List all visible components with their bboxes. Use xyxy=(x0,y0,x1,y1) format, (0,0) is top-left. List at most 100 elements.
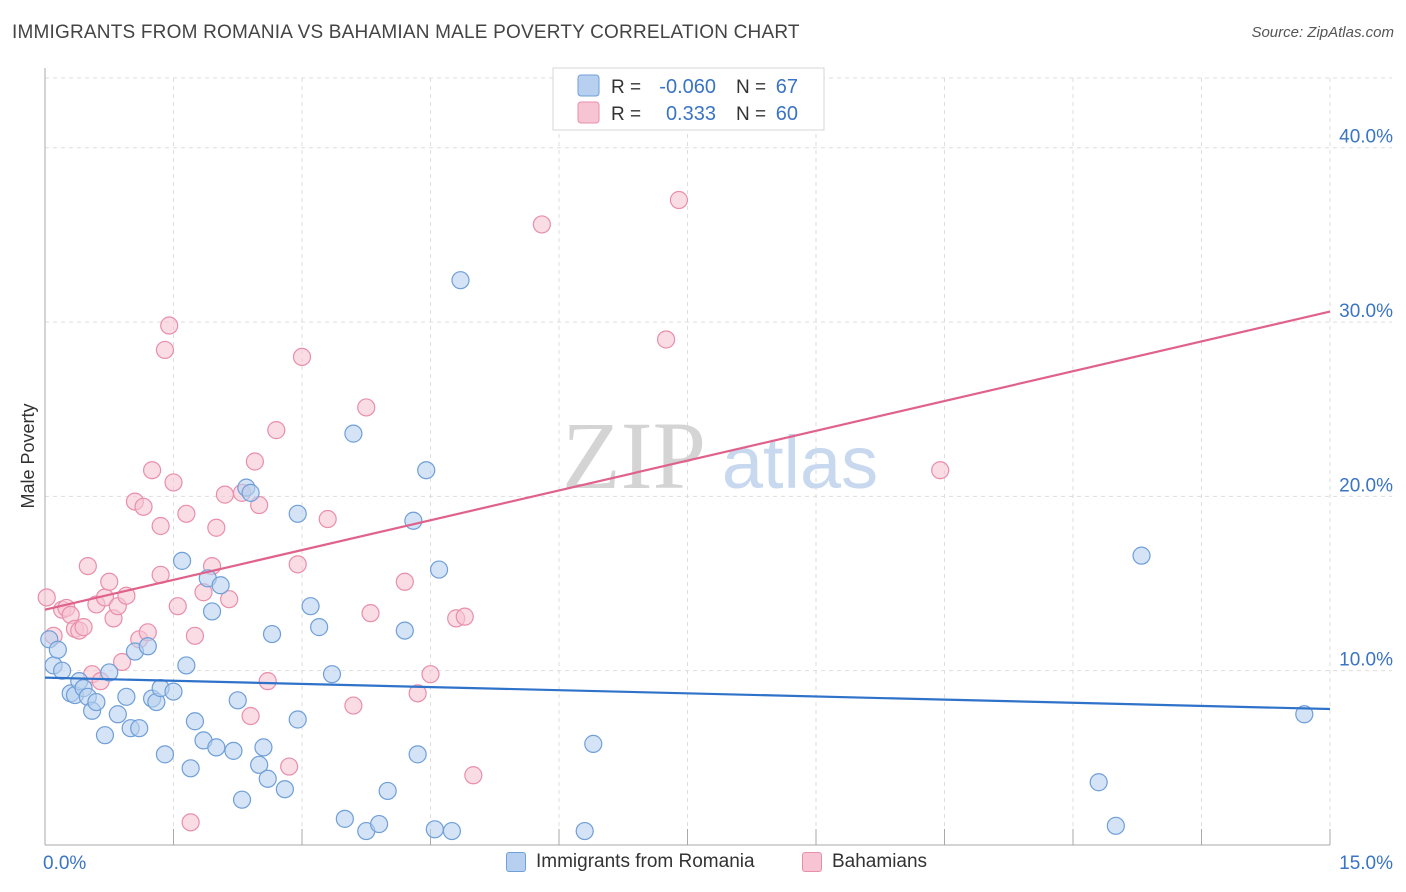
point-romania[interactable] xyxy=(87,692,106,712)
point-bahamians[interactable] xyxy=(280,757,299,776)
point-romania[interactable] xyxy=(425,820,444,839)
point-bahamians[interactable] xyxy=(245,452,264,471)
point-romania[interactable] xyxy=(288,710,307,729)
tick-labels: 10.0% 20.0% 30.0% 40.0% 0.0% 15.0% xyxy=(43,127,1393,874)
point-bahamians[interactable] xyxy=(181,813,200,832)
point-romania[interactable] xyxy=(95,726,115,745)
point-romania[interactable] xyxy=(172,551,192,570)
point-bahamians[interactable] xyxy=(421,665,440,684)
point-romania[interactable] xyxy=(232,790,252,809)
x-tick-label: 0.0% xyxy=(43,853,86,874)
point-romania[interactable] xyxy=(181,759,200,778)
point-bahamians[interactable] xyxy=(344,696,363,715)
point-bahamians[interactable] xyxy=(112,652,132,672)
point-bahamians[interactable] xyxy=(215,485,234,504)
point-bahamians[interactable] xyxy=(318,509,337,529)
point-bahamians[interactable] xyxy=(656,330,676,349)
point-romania[interactable] xyxy=(378,781,397,801)
point-bahamians[interactable] xyxy=(267,421,286,440)
point-romania[interactable] xyxy=(117,687,136,706)
point-romania[interactable] xyxy=(395,621,414,640)
point-bahamians[interactable] xyxy=(185,626,205,645)
legend-r-label-2: R = xyxy=(611,104,641,125)
point-romania[interactable] xyxy=(53,661,72,680)
y-tick-label: 30.0% xyxy=(1339,301,1393,322)
point-bahamians[interactable] xyxy=(220,590,239,609)
point-bahamians[interactable] xyxy=(464,766,483,785)
point-bahamians[interactable] xyxy=(669,190,689,210)
point-romania[interactable] xyxy=(451,271,470,290)
watermark-zip: ZIP xyxy=(562,402,706,509)
point-bahamians[interactable] xyxy=(155,340,175,360)
point-romania[interactable] xyxy=(130,719,149,738)
point-bahamians[interactable] xyxy=(455,607,474,626)
point-bahamians[interactable] xyxy=(160,316,179,335)
point-romania[interactable] xyxy=(429,560,449,579)
point-romania[interactable] xyxy=(1132,546,1151,565)
point-bahamians[interactable] xyxy=(100,572,119,591)
point-bahamians[interactable] xyxy=(37,588,56,607)
point-bahamians[interactable] xyxy=(395,572,414,591)
point-romania[interactable] xyxy=(48,640,67,659)
legend-item-bahamians[interactable]: Bahamians xyxy=(802,851,927,873)
point-romania[interactable] xyxy=(224,741,243,760)
point-romania[interactable] xyxy=(275,780,294,799)
point-romania[interactable] xyxy=(1089,773,1108,792)
point-romania[interactable] xyxy=(310,618,329,637)
point-bahamians[interactable] xyxy=(288,555,307,574)
point-romania[interactable] xyxy=(301,597,320,616)
point-romania[interactable] xyxy=(108,705,127,724)
legend-n-label-1: N = xyxy=(736,77,766,98)
point-romania[interactable] xyxy=(262,624,282,644)
point-bahamians[interactable] xyxy=(142,461,162,480)
point-romania[interactable] xyxy=(185,712,205,731)
point-bahamians[interactable] xyxy=(168,597,187,616)
point-bahamians[interactable] xyxy=(151,516,170,536)
point-romania[interactable] xyxy=(442,821,462,841)
point-bahamians[interactable] xyxy=(207,518,226,537)
point-bahamians[interactable] xyxy=(164,473,183,492)
point-romania[interactable] xyxy=(1106,816,1125,835)
point-romania[interactable] xyxy=(254,738,273,757)
point-romania[interactable] xyxy=(202,602,222,621)
point-romania[interactable] xyxy=(344,424,363,443)
point-romania[interactable] xyxy=(250,755,269,774)
point-romania[interactable] xyxy=(322,665,342,684)
point-romania[interactable] xyxy=(211,576,230,595)
point-romania[interactable] xyxy=(258,769,277,788)
point-bahamians[interactable] xyxy=(78,556,97,576)
legend-item-romania[interactable]: Immigrants from Romania xyxy=(506,851,755,873)
point-bahamians[interactable] xyxy=(408,684,427,703)
point-romania[interactable] xyxy=(417,461,436,480)
point-bahamians[interactable] xyxy=(177,504,196,523)
point-romania[interactable] xyxy=(370,814,389,834)
trend-lines xyxy=(44,310,1331,711)
point-bahamians[interactable] xyxy=(258,672,277,691)
point-romania[interactable] xyxy=(408,745,427,764)
point-romania[interactable] xyxy=(335,809,354,828)
point-bahamians[interactable] xyxy=(292,347,312,367)
point-romania[interactable] xyxy=(177,656,196,675)
point-bahamians[interactable] xyxy=(74,618,93,637)
point-bahamians[interactable] xyxy=(134,497,153,516)
point-bahamians[interactable] xyxy=(241,706,260,726)
point-bahamians[interactable] xyxy=(532,215,551,234)
point-romania[interactable] xyxy=(584,734,603,753)
point-romania[interactable] xyxy=(207,738,226,757)
point-romania[interactable] xyxy=(228,691,247,710)
trendline-romania xyxy=(44,676,1331,711)
point-romania[interactable] xyxy=(241,483,260,502)
point-bahamians[interactable] xyxy=(931,461,950,480)
point-romania[interactable] xyxy=(164,682,183,701)
point-romania[interactable] xyxy=(100,663,119,682)
point-romania[interactable] xyxy=(155,745,175,764)
point-bahamians[interactable] xyxy=(361,604,380,623)
point-bahamians[interactable] xyxy=(357,398,376,417)
point-romania[interactable] xyxy=(1295,705,1314,724)
legend-n-label-2: N = xyxy=(736,104,766,125)
point-romania[interactable] xyxy=(288,504,307,523)
point-romania[interactable] xyxy=(138,637,157,656)
legend-swatch-romania xyxy=(506,852,526,872)
point-romania[interactable] xyxy=(575,821,594,841)
